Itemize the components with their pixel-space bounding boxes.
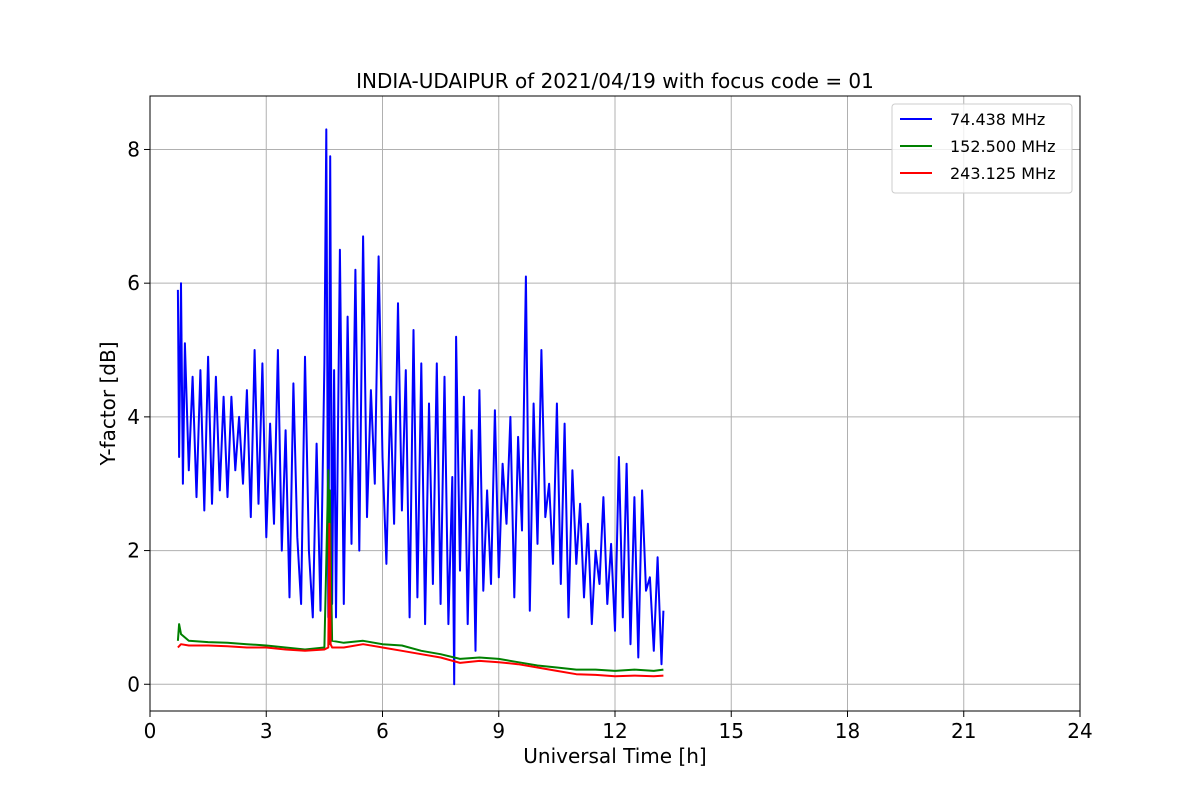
x-tick-label: 21 — [951, 719, 976, 743]
x-tick-label: 0 — [144, 719, 157, 743]
legend-label: 152.500 MHz — [950, 137, 1055, 156]
legend-box — [891, 103, 1073, 194]
chart-title: INDIA-UDAIPUR of 2021/04/19 with focus c… — [356, 69, 874, 93]
x-tick-label: 15 — [719, 719, 744, 743]
series-line-1 — [176, 128, 665, 686]
legend-label: 74.438 MHz — [950, 110, 1045, 129]
series-line-2 — [176, 469, 664, 672]
x-tick-label: 6 — [376, 719, 389, 743]
series-line-3 — [177, 522, 664, 678]
series-layer — [176, 128, 665, 686]
y-tick-label: 0 — [127, 672, 140, 696]
y-tick-label: 4 — [127, 405, 140, 429]
x-axis-label: Universal Time [h] — [523, 744, 706, 768]
legend: 74.438 MHz 152.500 MHz 243.125 MHz — [891, 103, 1073, 194]
x-tick-label: 24 — [1067, 719, 1092, 743]
x-tick-label: 9 — [492, 719, 505, 743]
x-tick-label: 18 — [835, 719, 860, 743]
y-axis-label: Y-factor [dB] — [96, 341, 120, 466]
y-tick-label: 6 — [127, 271, 140, 295]
x-tick-label: 3 — [260, 719, 273, 743]
y-tick-label: 2 — [127, 539, 140, 563]
legend-label: 243.125 MHz — [950, 164, 1055, 183]
y-tick-label: 8 — [127, 137, 140, 161]
x-tick-label: 12 — [602, 719, 627, 743]
